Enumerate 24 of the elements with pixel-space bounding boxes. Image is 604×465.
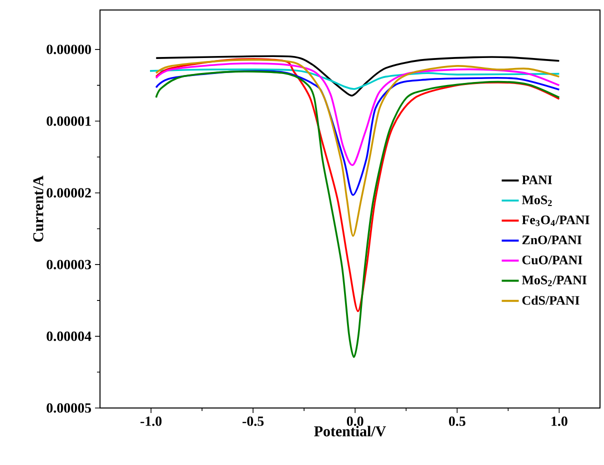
y-tick-label: 0.00001	[46, 116, 91, 126]
legend-label: ZnO/PANI	[522, 236, 582, 244]
line-series	[149, 68, 560, 90]
line-series	[155, 70, 560, 196]
line-series	[155, 55, 560, 96]
line-series	[155, 62, 560, 166]
x-tick-label: -1.0	[140, 416, 162, 426]
legend-label: CdS/PANI	[522, 296, 580, 305]
x-tick-label: -0.5	[242, 416, 264, 426]
y-tick-label: 0.00000	[46, 44, 91, 54]
x-tick-label: 1.0	[552, 416, 568, 426]
y-tick-label: 0.00002	[46, 188, 91, 198]
legend-label: MoS$_{2}$	[522, 196, 552, 206]
y-tick-label: 0.00004	[46, 332, 92, 342]
x-tick-label: 0.0	[346, 416, 364, 426]
x-axis-title: Potential/V	[314, 426, 386, 436]
x-tick-label: 0.5	[448, 416, 466, 426]
legend-label: Fe$_{3}$O$_{4}$/PANI	[522, 216, 590, 226]
y-axis-title: Current/A	[33, 176, 44, 242]
legend-label: CuO/PANI	[522, 256, 582, 264]
y-tick-label: 0.00005	[46, 403, 91, 413]
y-tick-label: 0.00003	[46, 260, 92, 270]
legend-label: PANI	[522, 176, 552, 184]
legend-label: MoS$_{2}$/PANI	[522, 276, 587, 286]
